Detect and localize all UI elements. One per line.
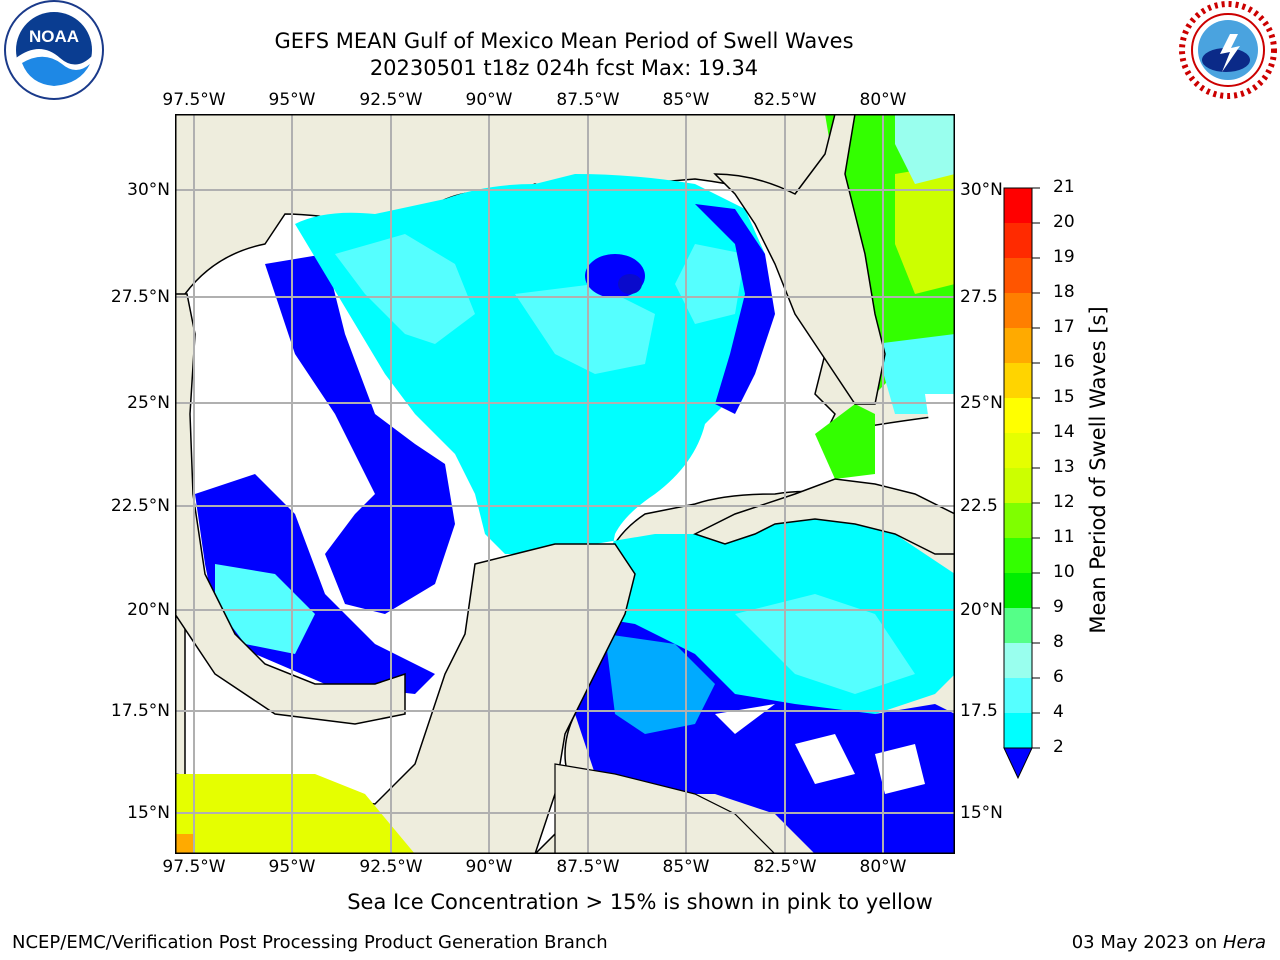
colorbar-tick-label: 13: [1053, 457, 1075, 477]
lat-label-right: 15°N: [960, 803, 1003, 823]
colorbar-tick-label: 20: [1053, 212, 1075, 232]
lat-label-right: 17.5: [960, 701, 998, 721]
colorbar-tick-label: 4: [1053, 702, 1064, 722]
colorbar-tick-label: 15: [1053, 387, 1075, 407]
colorbar-segment: [1004, 538, 1032, 573]
lon-label-top: 80°W: [859, 90, 907, 110]
colorbar-segment: [1004, 258, 1032, 293]
colorbar-segment: [1004, 713, 1032, 748]
colorbar-segment: [1004, 188, 1032, 223]
colorbar-segment: [1004, 608, 1032, 643]
colorbar-segment: [1004, 363, 1032, 398]
lon-label-top: 82.5°W: [753, 90, 817, 110]
colorbar: [1003, 187, 1040, 780]
chart-title: GEFS MEAN Gulf of Mexico Mean Period of …: [274, 29, 854, 53]
lat-label-right: 20°N: [960, 600, 1003, 620]
lon-label-bottom: 92.5°W: [359, 857, 423, 877]
lat-label-left: 22.5°N: [110, 496, 170, 516]
colorbar-segment: [1004, 293, 1032, 328]
colorbar-tick-label: 6: [1053, 667, 1064, 687]
colorbar-tick-label: 12: [1053, 492, 1075, 512]
lat-label-left: 27.5°N: [110, 287, 170, 307]
lat-label-left: 15°N: [127, 803, 170, 823]
lat-label-right: 27.5: [960, 287, 998, 307]
colorbar-extend-arrow: [1003, 747, 1033, 780]
lon-label-top: 95°W: [268, 90, 316, 110]
colorbar-segment: [1004, 643, 1032, 678]
lat-label-right: 25°N: [960, 393, 1003, 413]
chart-subtitle: 20230501 t18z 024h fcst Max: 19.34: [369, 56, 759, 80]
yucatan-peninsula: [175, 543, 636, 854]
nws-logo: [1179, 1, 1277, 99]
lon-label-top: 92.5°W: [359, 90, 423, 110]
colorbar-tick-label: 14: [1053, 422, 1075, 442]
lon-label-bottom: 87.5°W: [556, 857, 620, 877]
lat-label-left: 25°N: [127, 393, 170, 413]
colorbar-label: Mean Period of Swell Waves [s]: [1086, 306, 1110, 634]
lon-label-bottom: 90°W: [465, 857, 513, 877]
lon-label-top: 85°W: [662, 90, 710, 110]
map-panel: [175, 114, 955, 854]
colorbar-segment: [1004, 573, 1032, 608]
green-swell-straits: [815, 404, 875, 479]
sea-ice-note: Sea Ice Concentration > 15% is shown in …: [347, 890, 933, 914]
footer-date: 03 May 2023 on Hera: [1071, 932, 1266, 953]
colorbar-tick-label: 18: [1053, 282, 1075, 302]
lat-label-right: 22.5: [960, 496, 998, 516]
cuba: [693, 478, 955, 555]
colorbar-segment: [1004, 328, 1032, 363]
dark-blue-band-west: [265, 254, 455, 614]
colorbar-tick-label: 2: [1053, 737, 1064, 757]
colorbar-tick-label: 21: [1053, 177, 1075, 197]
lon-label-top: 97.5°W: [162, 90, 226, 110]
colorbar-segment: [1004, 398, 1032, 433]
lat-label-left: 30°N: [127, 180, 170, 200]
colorbar-segment: [1004, 223, 1032, 258]
footer-host: Hera: [1222, 932, 1266, 953]
colorbar-tick-label: 10: [1053, 562, 1075, 582]
colorbar-segment: [1004, 433, 1032, 468]
noaa-logo-text: NOAA: [29, 27, 79, 46]
footer-credit: NCEP/EMC/Verification Post Processing Pr…: [12, 932, 608, 953]
colorbar-tick-label: 19: [1053, 247, 1075, 267]
lat-label-left: 20°N: [127, 600, 170, 620]
lat-label-right: 30°N: [960, 180, 1003, 200]
colorbar-segment: [1004, 503, 1032, 538]
colorbar-segment: [1004, 678, 1032, 713]
lon-label-bottom: 85°W: [662, 857, 710, 877]
florida-peninsula: [713, 114, 886, 405]
colorbar-tick-label: 16: [1053, 352, 1075, 372]
colorbar-tick-label: 8: [1053, 632, 1064, 652]
lon-label-bottom: 97.5°W: [162, 857, 226, 877]
graticule: [175, 114, 955, 854]
lon-label-bottom: 80°W: [859, 857, 907, 877]
colorbar-tick-label: 11: [1053, 527, 1075, 547]
lon-label-bottom: 95°W: [268, 857, 316, 877]
lon-label-top: 87.5°W: [556, 90, 620, 110]
colorbar-tick-label: 9: [1053, 597, 1064, 617]
lon-label-top: 90°W: [465, 90, 513, 110]
colorbar-tick-label: 17: [1053, 317, 1075, 337]
noaa-logo: NOAA: [4, 0, 104, 100]
colorbar-segment: [1004, 468, 1032, 503]
lat-label-left: 17.5°N: [110, 701, 170, 721]
lon-label-bottom: 82.5°W: [753, 857, 817, 877]
